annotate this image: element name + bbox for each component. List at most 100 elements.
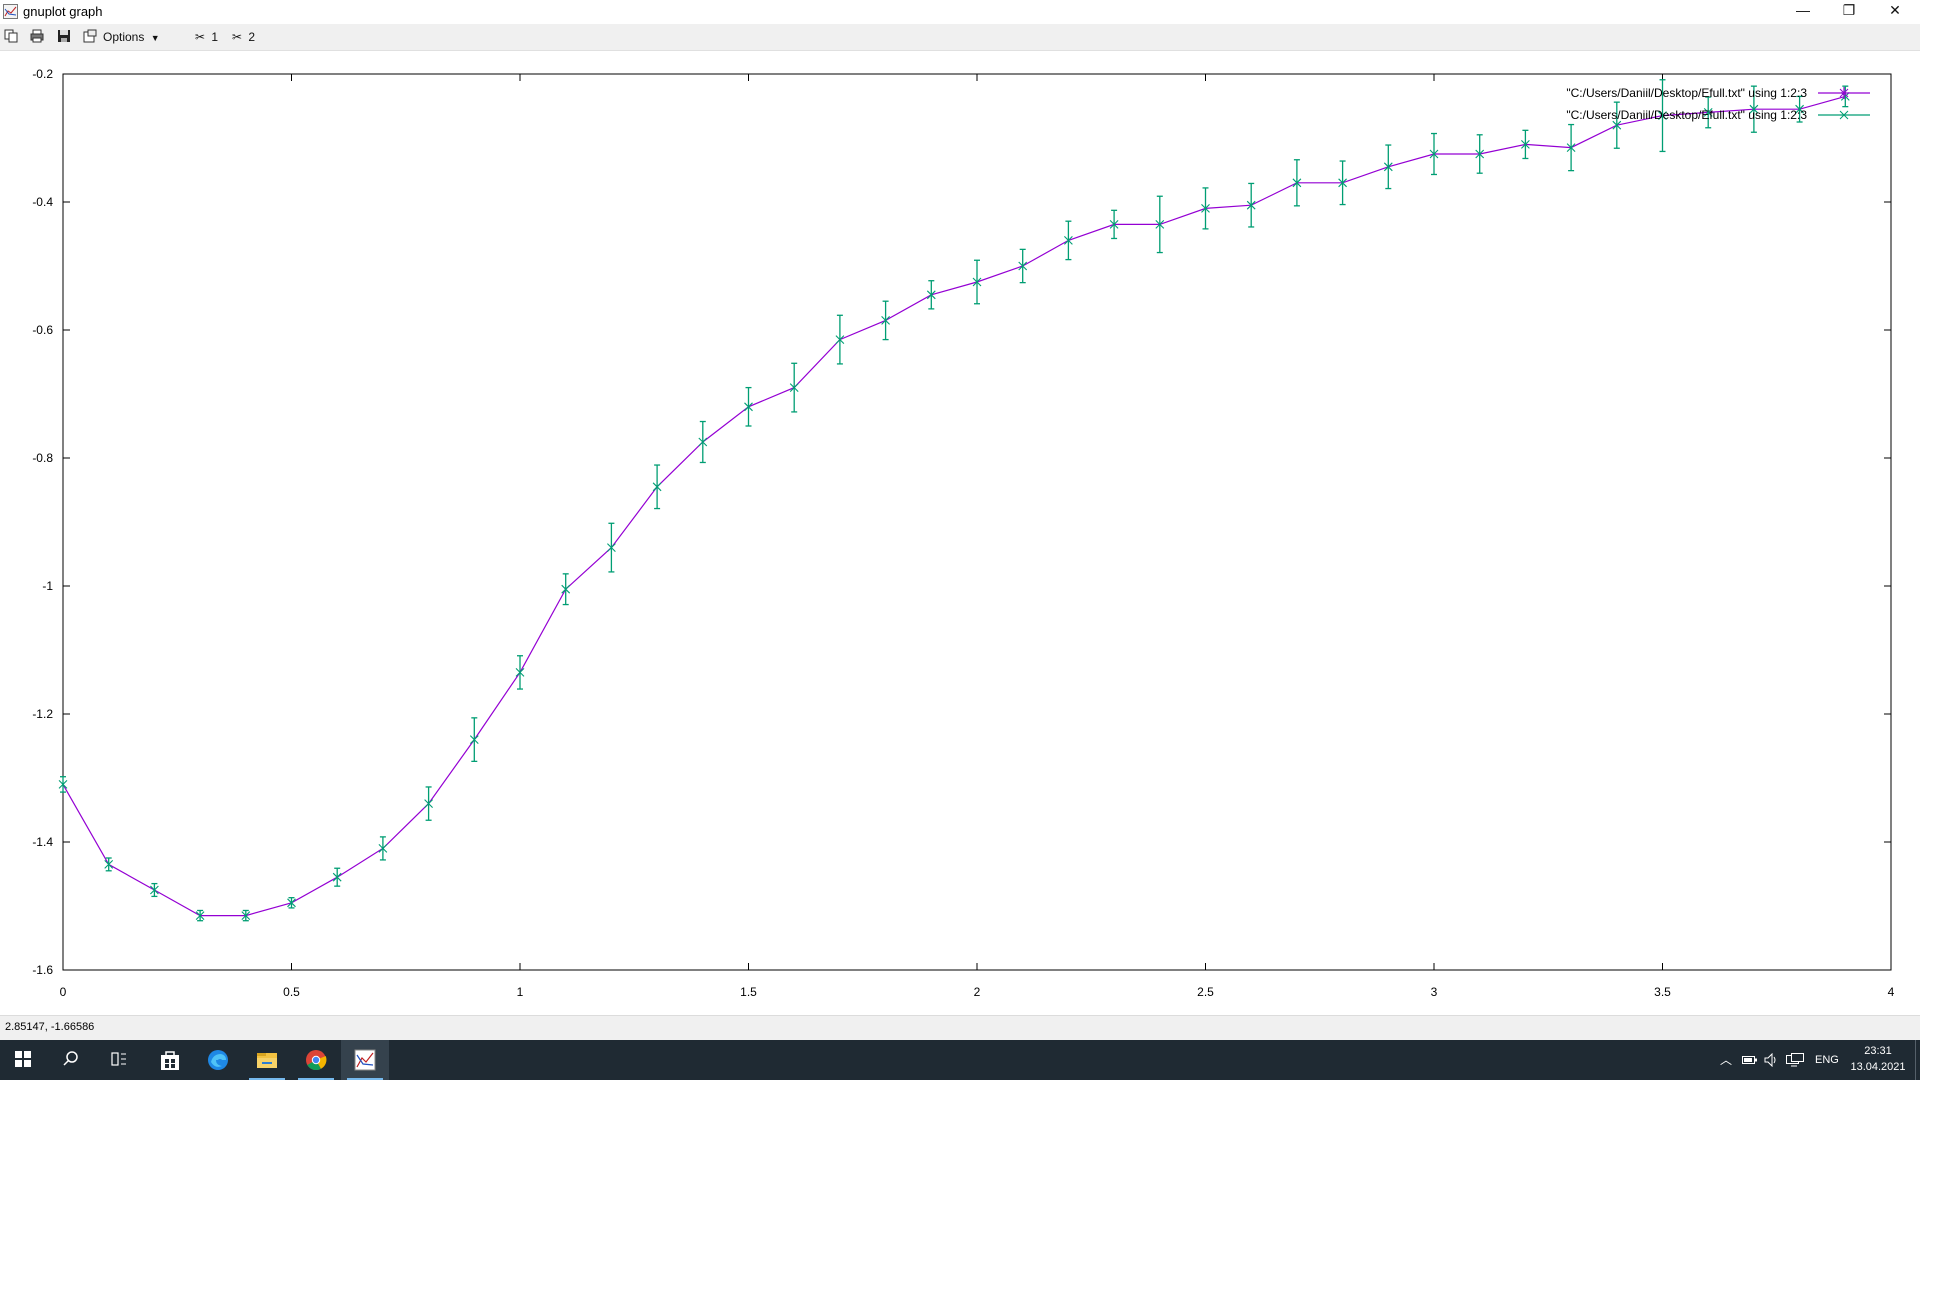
options-icon[interactable]	[83, 29, 97, 43]
scissors-icon: ✂	[232, 30, 243, 44]
network-tray-icon[interactable]	[1786, 1040, 1804, 1080]
taskbar-edge-app[interactable]	[194, 1040, 242, 1080]
chevron-up-icon: ︿	[1720, 1053, 1733, 1067]
data-point	[1292, 178, 1302, 188]
start-button[interactable]	[0, 1040, 48, 1080]
search-icon	[63, 1051, 78, 1066]
language-indicator[interactable]: ENG	[1815, 1054, 1839, 1066]
chrome-browser-icon	[306, 1050, 327, 1071]
data-point	[652, 482, 662, 492]
legend-sample-point	[1839, 88, 1849, 98]
data-point	[1429, 149, 1439, 159]
data-point	[1018, 261, 1028, 271]
data-point	[1155, 220, 1165, 229]
status-bar: 2.85147, -1.66586	[0, 1015, 1920, 1040]
x-tick-label: 4	[1888, 985, 1895, 999]
taskbar-store-app[interactable]	[146, 1040, 194, 1080]
data-point	[835, 335, 845, 344]
data-point	[332, 872, 342, 882]
running-indicator	[249, 1078, 285, 1080]
data-point	[195, 911, 205, 920]
plot-border	[62, 73, 1892, 971]
data-point	[881, 316, 890, 325]
volume-tray-icon[interactable]	[1764, 1040, 1780, 1080]
data-point	[1246, 200, 1256, 210]
data-point	[926, 290, 936, 300]
minimize-button[interactable]: —	[1796, 2, 1810, 18]
task-view-button[interactable]	[96, 1040, 144, 1080]
toggle-plot-2-button[interactable]: ✂ 2	[232, 27, 255, 47]
data-point	[744, 402, 753, 412]
plot-canvas[interactable]: 0 0.5 1 1.5 2 2.5 3 3.5 4 -0.2 -0.4 -0.6 -0.8 -1 -1.2 -…	[0, 51, 1920, 1015]
data-point	[1383, 162, 1393, 172]
taskbar-explorer-app[interactable]	[243, 1040, 291, 1080]
print-icon[interactable]	[30, 29, 44, 43]
data-point	[1566, 143, 1576, 152]
chevron-down-icon: ▼	[150, 33, 160, 43]
x-tick-label: 1.5	[740, 985, 757, 999]
taskbar-gnuplot-app[interactable]	[341, 1040, 389, 1080]
data-point	[1064, 236, 1073, 245]
legend-label: "C:/Users/Daniil/Desktop/Efull.txt" usin…	[1566, 86, 1807, 100]
series-line	[62, 95, 1846, 917]
data-point	[1201, 204, 1210, 213]
y-tick-label: -0.4	[32, 195, 53, 209]
data-point	[241, 911, 251, 920]
plot-1-label: 1	[211, 30, 219, 44]
restore-button[interactable]: ❐	[1842, 2, 1856, 18]
gnuplot-graph-icon	[354, 1049, 376, 1071]
toggle-plot-1-button[interactable]: ✂ 1	[195, 27, 218, 47]
file-explorer-icon	[257, 1053, 277, 1068]
clock-date: 13.04.2021	[1850, 1061, 1906, 1073]
edge-browser-icon	[208, 1050, 228, 1070]
data-point	[1658, 111, 1667, 120]
y-tick-label: -1.4	[32, 835, 53, 849]
data-point	[104, 860, 114, 869]
mouse-coordinates: 2.85147, -1.66586	[5, 1021, 95, 1033]
data-point	[1521, 140, 1530, 149]
title-bar[interactable]: gnuplot graph — ❐ ✕	[0, 0, 1920, 24]
y-tick-label: -1.2	[32, 707, 53, 721]
y-tick-label: -1.6	[32, 963, 53, 977]
plot-svg: 0 0.5 1 1.5 2 2.5 3 3.5 4 -0.2 -0.4 -0.6 -0.8 -1 -1.2 -…	[32, 67, 1895, 999]
options-menu-button[interactable]: Options ▼	[103, 27, 160, 47]
scissors-icon: ✂	[195, 30, 206, 44]
x-tick-label: 3	[1431, 985, 1438, 999]
windows-taskbar: ︿ ENG 23:31 13.04.2021	[0, 1040, 1920, 1080]
windows-logo-icon	[15, 1051, 31, 1067]
show-desktop-button[interactable]	[1915, 1040, 1920, 1080]
data-point	[1109, 220, 1119, 229]
gnuplot-window: gnuplot graph — ❐ ✕ Options ▼ ✂ 1 ✂ 2	[0, 0, 1920, 1040]
x-tick-label: 3.5	[1654, 985, 1671, 999]
data-point	[789, 383, 799, 392]
store-bag-icon	[161, 1051, 179, 1070]
copy-clipboard-icon[interactable]	[4, 29, 18, 43]
legend-label: "C:/Users/Daniil/Desktop/Efull.txt" usin…	[1566, 108, 1807, 122]
data-point	[150, 885, 159, 895]
y-tick-label: -1	[42, 579, 53, 593]
running-indicator	[347, 1078, 383, 1080]
save-icon[interactable]	[57, 29, 71, 43]
data-point	[1612, 120, 1622, 130]
data-point	[1795, 104, 1804, 114]
data-point	[469, 735, 479, 744]
x-tick-label: 1	[517, 985, 524, 999]
taskbar-chrome-app[interactable]	[292, 1040, 340, 1080]
data-point	[58, 780, 68, 789]
close-button[interactable]: ✕	[1889, 2, 1901, 18]
taskbar-clock[interactable]: 23:31 13.04.2021	[1846, 1043, 1910, 1077]
search-button[interactable]	[48, 1040, 96, 1080]
y-tick-label: -0.6	[32, 323, 53, 337]
y-tick-label: -0.2	[32, 67, 53, 81]
options-label: Options	[103, 30, 145, 44]
data-point	[972, 277, 982, 287]
data-point	[561, 584, 571, 594]
data-point	[1703, 108, 1713, 117]
data-point	[1749, 104, 1759, 114]
data-point	[1338, 178, 1347, 188]
battery-tray-icon[interactable]	[1742, 1040, 1758, 1080]
show-hidden-icons-button[interactable]: ︿	[1720, 1040, 1736, 1080]
clock-time: 23:31	[1864, 1045, 1892, 1057]
data-point	[424, 799, 433, 808]
data-point	[698, 437, 708, 447]
